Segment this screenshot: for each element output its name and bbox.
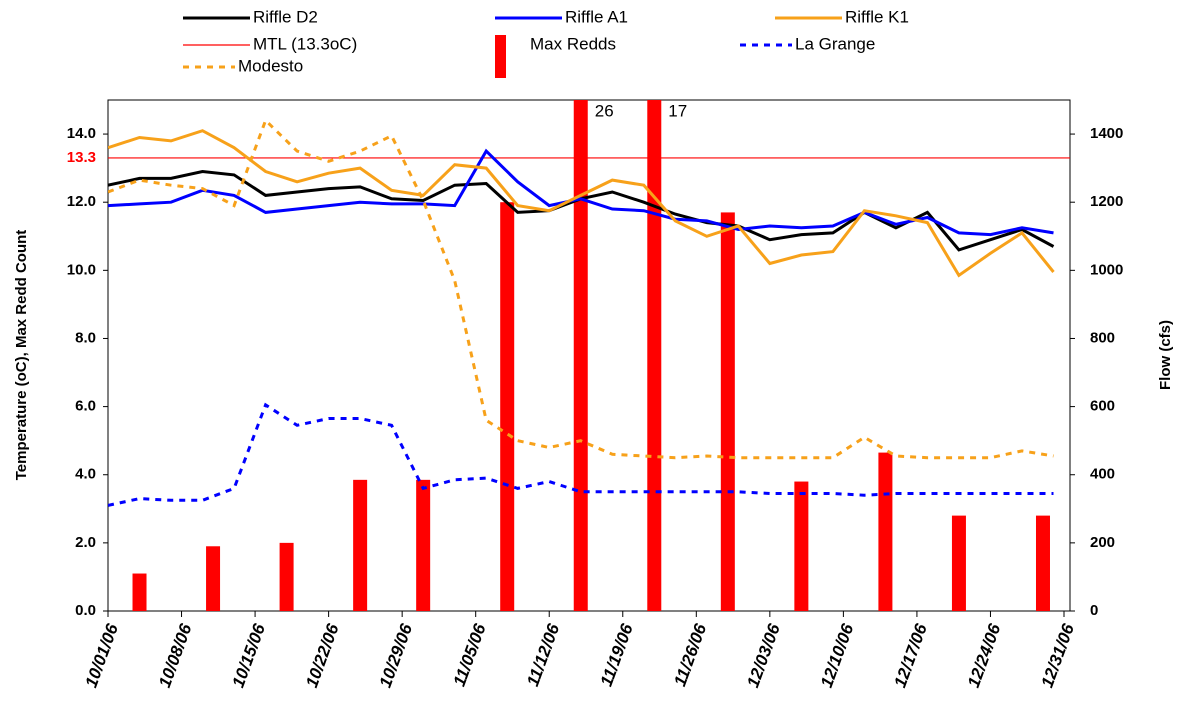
y-axis-title: Temperature (oC), Max Redd Count xyxy=(13,230,30,481)
bar xyxy=(951,515,966,611)
bar xyxy=(1035,515,1050,611)
bar xyxy=(279,542,294,611)
line-series xyxy=(108,148,1054,237)
x-tick-label: 11/12/06 xyxy=(523,621,563,689)
y-tick-label: 14.0 xyxy=(67,125,96,142)
line-series xyxy=(108,117,1054,460)
bar xyxy=(878,452,893,611)
line-series xyxy=(108,129,1055,278)
y-tick-label: 8.0 xyxy=(75,329,96,346)
y2-axis-title: Flow (cfs) xyxy=(1157,320,1174,390)
mtl-label: 13.3 xyxy=(67,149,96,166)
y2-tick-label: 400 xyxy=(1090,466,1115,483)
legend-label: Riffle A1 xyxy=(565,7,628,26)
y-tick-label: 6.0 xyxy=(75,398,96,415)
bar xyxy=(573,100,588,611)
plot-frame xyxy=(107,99,1071,612)
x-tick-label: 12/10/06 xyxy=(817,621,858,690)
x-tick-label: 10/15/06 xyxy=(229,621,270,690)
bar xyxy=(647,100,662,611)
y-tick-label: 12.0 xyxy=(67,193,96,210)
y2-tick-label: 200 xyxy=(1090,534,1115,551)
x-tick-label: 10/22/06 xyxy=(302,621,343,690)
line-series xyxy=(108,402,1054,507)
x-tick-label: 12/17/06 xyxy=(890,621,931,690)
y2-tick-label: 1000 xyxy=(1090,261,1123,278)
legend-label: MTL (13.3oC) xyxy=(253,34,357,53)
y2-tick-label: 1400 xyxy=(1090,125,1123,142)
bar-value-label: 17 xyxy=(668,101,687,120)
y2-tick-label: 0 xyxy=(1090,602,1098,619)
x-tick-label: 10/29/06 xyxy=(376,621,417,690)
y-tick-label: 2.0 xyxy=(75,534,96,551)
x-tick-label: 12/03/06 xyxy=(743,621,784,690)
legend-swatch xyxy=(495,35,506,78)
y-tick-label: 0.0 xyxy=(75,602,96,619)
legend-label: La Grange xyxy=(795,34,875,53)
legend-label: Modesto xyxy=(238,56,303,75)
bar xyxy=(720,212,735,611)
legend-label: Riffle K1 xyxy=(845,7,909,26)
plot-area xyxy=(108,100,1055,611)
x-tick-label: 11/19/06 xyxy=(597,621,637,689)
x-tick-label: 12/24/06 xyxy=(964,621,1005,690)
x-tick-label: 11/05/06 xyxy=(450,621,490,689)
y2-tick-label: 800 xyxy=(1090,329,1115,346)
legend-label: Max Redds xyxy=(530,34,616,53)
bar xyxy=(132,573,147,611)
bar xyxy=(416,479,431,611)
x-tick-label: 11/26/06 xyxy=(670,621,710,689)
y2-tick-label: 1200 xyxy=(1090,193,1123,210)
x-tick-label: 12/31/06 xyxy=(1037,621,1078,690)
bar-value-label: 26 xyxy=(595,101,614,120)
y-tick-label: 4.0 xyxy=(75,466,96,483)
y-tick-label: 10.0 xyxy=(67,261,96,278)
y2-tick-label: 600 xyxy=(1090,398,1115,415)
bar xyxy=(353,479,368,611)
x-tick-label: 10/08/06 xyxy=(155,621,196,690)
x-tick-label: 10/01/06 xyxy=(81,621,122,690)
bar xyxy=(206,546,221,611)
bar xyxy=(500,202,515,611)
legend-label: Riffle D2 xyxy=(253,7,318,26)
bar xyxy=(794,481,809,611)
